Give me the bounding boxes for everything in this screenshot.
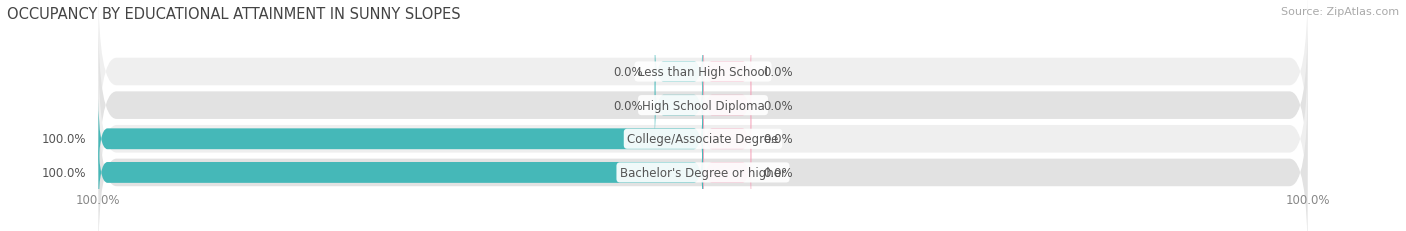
FancyBboxPatch shape — [703, 133, 751, 213]
Text: Bachelor's Degree or higher: Bachelor's Degree or higher — [620, 166, 786, 179]
Text: 100.0%: 100.0% — [42, 166, 86, 179]
FancyBboxPatch shape — [703, 66, 751, 146]
Text: 0.0%: 0.0% — [763, 99, 793, 112]
FancyBboxPatch shape — [98, 99, 703, 179]
Text: 0.0%: 0.0% — [763, 166, 793, 179]
FancyBboxPatch shape — [703, 99, 751, 179]
Text: College/Associate Degree: College/Associate Degree — [627, 133, 779, 146]
FancyBboxPatch shape — [98, 86, 1308, 231]
FancyBboxPatch shape — [655, 66, 703, 146]
FancyBboxPatch shape — [98, 19, 1308, 192]
Text: OCCUPANCY BY EDUCATIONAL ATTAINMENT IN SUNNY SLOPES: OCCUPANCY BY EDUCATIONAL ATTAINMENT IN S… — [7, 7, 461, 22]
FancyBboxPatch shape — [703, 32, 751, 112]
Text: 100.0%: 100.0% — [42, 133, 86, 146]
Text: 0.0%: 0.0% — [763, 66, 793, 79]
Text: 0.0%: 0.0% — [763, 133, 793, 146]
FancyBboxPatch shape — [98, 0, 1308, 159]
Text: Less than High School: Less than High School — [638, 66, 768, 79]
Text: 0.0%: 0.0% — [613, 99, 643, 112]
Text: 0.0%: 0.0% — [613, 66, 643, 79]
FancyBboxPatch shape — [655, 32, 703, 112]
Text: High School Diploma: High School Diploma — [641, 99, 765, 112]
Text: Source: ZipAtlas.com: Source: ZipAtlas.com — [1281, 7, 1399, 17]
FancyBboxPatch shape — [98, 133, 703, 213]
FancyBboxPatch shape — [98, 52, 1308, 226]
